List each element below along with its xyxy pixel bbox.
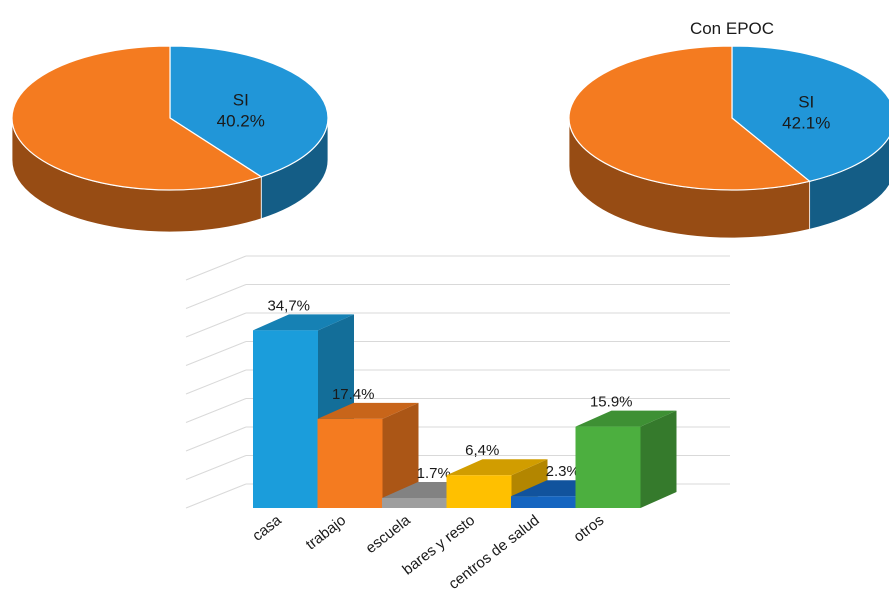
- pie1-slice-label: SI: [233, 91, 249, 110]
- bar-value-label: 6,4%: [465, 442, 499, 459]
- bar-side: [382, 402, 419, 508]
- gridline-diagonal: [185, 312, 247, 338]
- bar-value-label: 15.9%: [590, 394, 633, 411]
- gridline-diagonal: [185, 255, 247, 281]
- category-label: escuela: [363, 511, 415, 557]
- category-label: otros: [570, 512, 607, 546]
- category-label: trabajo: [303, 512, 350, 554]
- bar-top: [253, 314, 354, 331]
- bar-side: [640, 410, 677, 508]
- pie1-slice-1: [11, 45, 263, 191]
- bar-value-label: 1.7%: [417, 465, 451, 482]
- pie2-slice-label: SI: [798, 93, 814, 112]
- bar-top: [446, 459, 548, 476]
- pie2-slice-0: [731, 45, 889, 182]
- bar-top: [575, 410, 677, 427]
- pie1-slice-0: [169, 45, 329, 178]
- gridline-diagonal: [185, 426, 247, 452]
- bar-chart: 34,7%casa17.4%trabajo1.7%escuela6,4%bare…: [185, 255, 730, 593]
- pie-right-title: Con EPOC: [690, 19, 774, 38]
- pie-chart-right: Con EPOC SI 42.1%: [568, 19, 889, 239]
- bar: [511, 496, 576, 508]
- gridline-diagonal: [185, 455, 247, 480]
- gridline-diagonal: [185, 398, 247, 423]
- bar: [575, 426, 641, 508]
- pie2-slice-value: 42.1%: [782, 114, 830, 133]
- bar: [317, 418, 383, 508]
- pie1-slice-value: 40.2%: [217, 112, 265, 131]
- bar-value-label: 34,7%: [267, 297, 310, 314]
- bar-value-label: 17.4%: [332, 386, 375, 403]
- gridline-diagonal: [185, 369, 247, 395]
- bar-value-label: 2.3%: [546, 463, 580, 480]
- gridline-diagonal: [185, 341, 247, 366]
- bar: [382, 498, 447, 508]
- bar: [446, 475, 512, 508]
- bar-top: [317, 402, 419, 419]
- pie2-slice-1: [568, 45, 811, 191]
- gridline-diagonal: [185, 284, 247, 309]
- bar: [253, 330, 318, 508]
- gridline-diagonal: [185, 483, 247, 509]
- pie-chart-left: SI 40.2%: [11, 45, 329, 233]
- category-label: casa: [249, 511, 285, 544]
